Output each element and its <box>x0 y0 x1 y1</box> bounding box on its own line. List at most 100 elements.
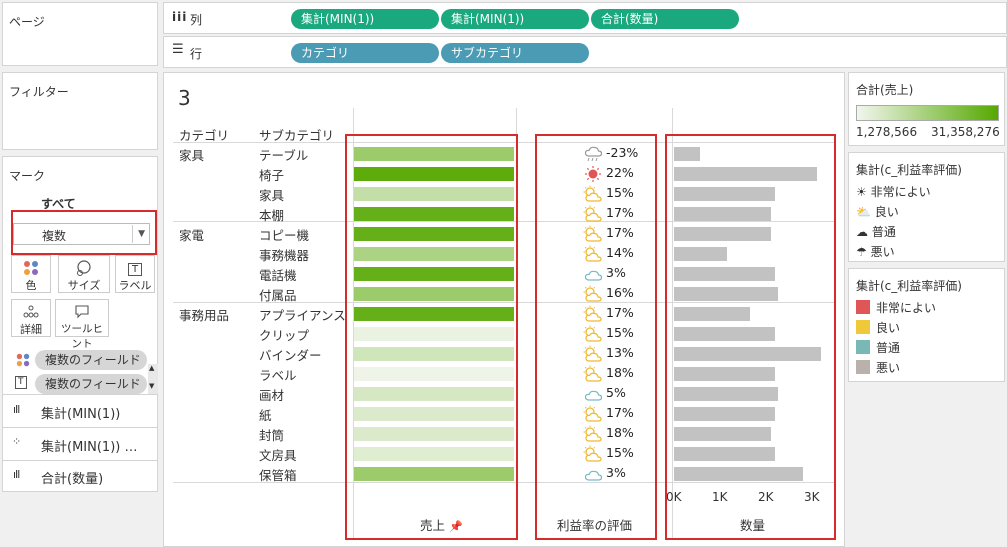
quantity-bar[interactable] <box>674 147 700 161</box>
sales-bar[interactable] <box>354 407 514 421</box>
legend-title: 合計(売上) <box>856 83 914 97</box>
quantity-bar[interactable] <box>674 227 771 241</box>
subcategory-label: テーブル <box>259 148 309 163</box>
sales-bar[interactable] <box>354 327 514 341</box>
quantity-bar[interactable] <box>674 267 775 281</box>
sales-bar[interactable] <box>354 467 514 481</box>
quantity-bar[interactable] <box>674 307 750 321</box>
legend-item-label: 普通 <box>876 341 901 355</box>
sales-bar[interactable] <box>354 307 514 321</box>
sales-bar[interactable] <box>354 287 514 301</box>
column-pill-2[interactable]: 集計(MIN(1)) <box>441 9 589 29</box>
weather-rating-icon[interactable] <box>583 265 603 283</box>
quantity-bar[interactable] <box>674 387 778 401</box>
marks-section-2[interactable]: ⁘ 集計(MIN(1)) … <box>2 427 158 461</box>
sun-icon: ☀ <box>856 185 867 199</box>
arrow-down-icon[interactable]: ▼ <box>149 382 155 390</box>
legend-item[interactable]: 普通 <box>856 339 900 356</box>
weather-rating-icon[interactable] <box>583 165 603 183</box>
legend-item[interactable]: ⛅ 良い <box>856 205 899 219</box>
arrow-up-icon[interactable]: ▲ <box>149 364 155 372</box>
column-pill-3[interactable]: 合計(数量) <box>591 9 739 29</box>
legend-item[interactable]: 良い <box>856 319 900 336</box>
pages-shelf[interactable]: ページ <box>2 2 158 66</box>
field-pill[interactable]: 複数のフィールド <box>35 350 147 370</box>
weather-rating-icon[interactable] <box>583 345 603 363</box>
sales-bar[interactable] <box>354 147 514 161</box>
column-pill-1[interactable]: 集計(MIN(1)) <box>291 9 439 29</box>
sales-bar[interactable] <box>354 347 514 361</box>
marks-section-1[interactable]: ıIl 集計(MIN(1)) <box>2 394 158 428</box>
quantity-bar[interactable] <box>674 187 775 201</box>
weather-rating-icon[interactable] <box>583 325 603 343</box>
quantity-bar[interactable] <box>674 287 778 301</box>
detail-button[interactable]: 詳細 <box>11 299 51 337</box>
rows-shelf[interactable]: ☰ 行 カテゴリ サブカテゴリ <box>163 36 1007 68</box>
label-button[interactable]: T ラベル <box>115 255 155 293</box>
mark-type-dropdown[interactable]: 複数 ▼ <box>13 223 150 245</box>
weather-rating-icon[interactable] <box>583 365 603 383</box>
quantity-bar[interactable] <box>674 207 771 221</box>
weather-rating-icon[interactable] <box>583 245 603 263</box>
legend-item[interactable]: ☁ 普通 <box>856 225 896 239</box>
row-pill-2[interactable]: サブカテゴリ <box>441 43 589 63</box>
legend-item[interactable]: 非常によい <box>856 299 936 316</box>
sales-bar[interactable] <box>354 367 514 381</box>
sales-bar[interactable] <box>354 427 514 441</box>
legend-item[interactable]: 悪い <box>856 359 900 376</box>
subcategory-label: アプライアンス <box>259 308 346 323</box>
subcategory-label: クリップ <box>259 328 310 343</box>
legend-item[interactable]: ☀ 非常によい <box>856 185 931 199</box>
legend-item-label: 悪い <box>876 361 901 375</box>
sales-bar[interactable] <box>354 267 514 281</box>
filters-shelf[interactable]: フィルター <box>2 72 158 150</box>
columns-icon: iii <box>172 10 188 24</box>
quantity-bar[interactable] <box>674 327 775 341</box>
weather-rating-icon[interactable] <box>583 305 603 323</box>
scrollbar[interactable]: ▲ ▼ <box>148 364 158 394</box>
sales-bar[interactable] <box>354 187 514 201</box>
row-pill-1[interactable]: カテゴリ <box>291 43 439 63</box>
weather-rating-icon[interactable] <box>583 425 603 443</box>
weather-rating-icon[interactable] <box>583 465 603 483</box>
label-field-row[interactable]: T 複数のフィールド ▲ ▼ <box>13 364 158 394</box>
subcategory-label: 保管箱 <box>259 468 297 483</box>
quantity-bar[interactable] <box>674 407 775 421</box>
sales-bar[interactable] <box>354 167 514 181</box>
weather-rating-icon[interactable] <box>583 145 603 163</box>
field-pill[interactable]: 複数のフィールド <box>35 374 147 394</box>
quantity-bar[interactable] <box>674 447 775 461</box>
sales-bar[interactable] <box>354 447 514 461</box>
weather-rating-icon[interactable] <box>583 385 603 403</box>
weather-rating-icon[interactable] <box>583 205 603 223</box>
weather-rating-icon[interactable] <box>583 225 603 243</box>
profit-rate-label: 15% <box>606 445 634 460</box>
quantity-bar[interactable] <box>674 367 775 381</box>
color-swatch <box>856 300 870 314</box>
weather-rating-icon[interactable] <box>583 445 603 463</box>
marks-section-3[interactable]: ıIl 合計(数量) <box>2 460 158 492</box>
sales-bar[interactable] <box>354 207 514 221</box>
quantity-bar[interactable] <box>674 347 821 361</box>
color-swatch <box>856 360 870 374</box>
legend-max: 31,358,276 <box>931 125 1000 139</box>
size-button[interactable]: サイズ <box>58 255 110 293</box>
marks-all-label[interactable]: すべて <box>41 197 76 211</box>
sales-bar[interactable] <box>354 387 514 401</box>
sales-bar[interactable] <box>354 247 514 261</box>
size-icon <box>77 260 91 276</box>
quantity-bar[interactable] <box>674 247 727 261</box>
quantity-bar[interactable] <box>674 167 817 181</box>
weather-rating-icon[interactable] <box>583 185 603 203</box>
color-button[interactable]: 色 <box>11 255 51 293</box>
legend-item[interactable]: ☂ 悪い <box>856 245 895 259</box>
sales-bar[interactable] <box>354 227 514 241</box>
color-gradient-bar[interactable] <box>856 105 999 121</box>
tooltip-button[interactable]: ツールヒント <box>55 299 109 350</box>
quantity-bar[interactable] <box>674 467 803 481</box>
quantity-bar[interactable] <box>674 427 771 441</box>
weather-rating-icon[interactable] <box>583 285 603 303</box>
columns-shelf[interactable]: iii 列 集計(MIN(1)) 集計(MIN(1)) 合計(数量) <box>163 2 1007 34</box>
color-field-row[interactable]: 複数のフィールド <box>13 350 153 370</box>
weather-rating-icon[interactable] <box>583 405 603 423</box>
